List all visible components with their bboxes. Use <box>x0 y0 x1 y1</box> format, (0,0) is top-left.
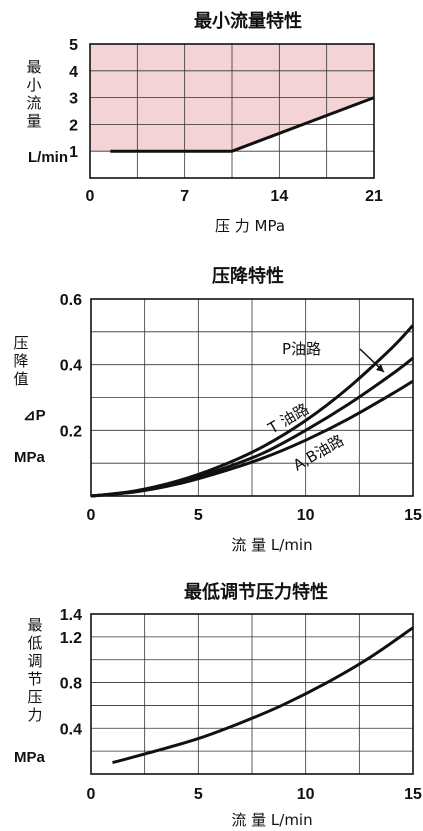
svg-text:最小流量: 最小流量 <box>26 58 41 130</box>
y-axis-label-char: 压 <box>27 688 42 706</box>
chart-pressure-drop: 压降特性 0 5 10 15 0.2 0.4 0.6 压降值 ⊿P MPa 流 量 L/m… <box>13 265 422 554</box>
x-tick-label: 0 <box>87 786 96 803</box>
y-tick-label: 1.2 <box>60 630 82 647</box>
y-axis-label-char: 降 <box>13 352 28 370</box>
series-label-p: P油路 <box>282 340 321 358</box>
x-tick-label: 5 <box>194 507 203 524</box>
x-tick-label: 7 <box>180 188 189 205</box>
y-tick-label: 4 <box>69 64 78 81</box>
y-axis-label-char: 小 <box>26 76 41 94</box>
y-symbol: ⊿P <box>23 407 46 424</box>
x-tick-label: 15 <box>404 507 422 524</box>
y-axis-label-char: 压 <box>13 334 28 352</box>
y-axis-label-char: 节 <box>27 670 42 688</box>
x-tick-label: 15 <box>404 786 422 803</box>
chart-min-adjust-pressure: 最低调节压力特性 0 5 10 15 0.40.81.21.4 最低调节压力 MPa … <box>14 581 422 829</box>
x-tick-label: 10 <box>297 786 315 803</box>
y-tick-label: 1 <box>69 144 78 161</box>
y-axis-label-char: 力 <box>27 706 42 724</box>
y-unit: MPa <box>14 749 46 766</box>
series-line-0 <box>112 626 414 765</box>
y-unit: L/min <box>28 149 68 166</box>
y-axis-label-char: 量 <box>26 112 41 130</box>
y-unit: MPa <box>14 449 46 466</box>
chart-title: 最小流量特性 <box>194 10 302 32</box>
y-tick-label: 0.2 <box>60 423 82 440</box>
y-axis-label-char: 最 <box>27 616 42 634</box>
y-axis-label-char: 最 <box>26 58 41 76</box>
svg-text:最低调节压力: 最低调节压力 <box>27 616 42 724</box>
y-axis-label-char: 流 <box>26 94 41 112</box>
plot-frame <box>90 298 414 497</box>
chart-title: 最低调节压力特性 <box>184 581 328 603</box>
y-axis-label: 最小流量 <box>26 58 41 130</box>
y-tick-label: 0.6 <box>60 292 82 309</box>
x-tick-label: 0 <box>87 507 96 524</box>
y-tick-label: 5 <box>69 37 78 54</box>
svg-text:压降值: 压降值 <box>13 334 28 388</box>
chart-title: 压降特性 <box>212 265 284 287</box>
y-tick-label: 2 <box>69 117 78 134</box>
series-label-ab: A,B油路 <box>290 431 347 474</box>
y-tick-label: 0.4 <box>60 358 82 375</box>
y-tick-label: 0.8 <box>60 676 82 693</box>
y-axis-label: 压降值 <box>13 334 28 388</box>
x-axis-label: 流 量 L/min <box>231 536 312 554</box>
x-tick-label: 10 <box>297 507 315 524</box>
x-tick-label: 5 <box>194 786 203 803</box>
y-axis-label-char: 低 <box>27 634 42 652</box>
series-line-0 <box>110 96 375 153</box>
x-axis-label: 流 量 L/min <box>231 811 312 829</box>
y-axis-label-char: 值 <box>13 370 28 388</box>
y-tick-label: 3 <box>69 91 78 108</box>
plot-frame <box>90 613 414 775</box>
x-tick-label: 0 <box>86 188 95 205</box>
y-axis-label-char: 调 <box>27 652 42 670</box>
y-axis-label: 最低调节压力 <box>27 616 42 724</box>
plot-frame <box>89 43 375 179</box>
x-tick-label: 21 <box>365 188 383 205</box>
x-axis-label: 压 力 MPa <box>215 217 285 235</box>
series-line-2 <box>90 379 414 498</box>
y-tick-label: 1.4 <box>60 607 82 624</box>
y-tick-label: 0.4 <box>60 721 82 738</box>
arrow-icon <box>376 364 384 372</box>
x-tick-label: 14 <box>270 188 288 205</box>
